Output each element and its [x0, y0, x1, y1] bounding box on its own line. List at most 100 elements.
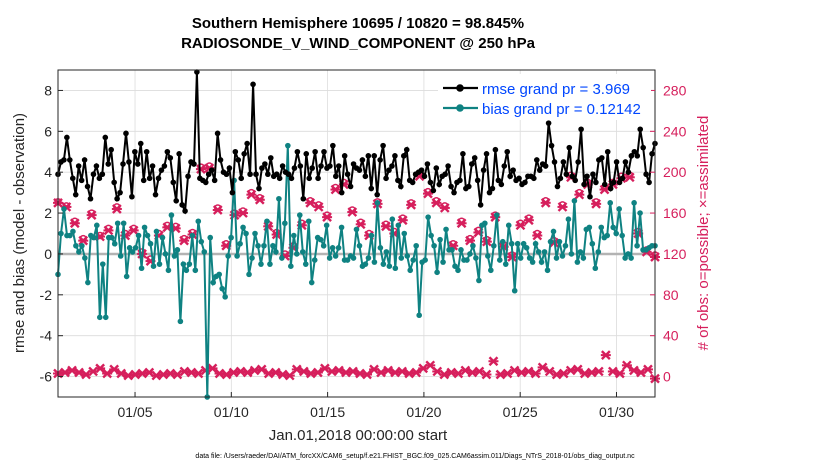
- rmse-point: [613, 159, 620, 165]
- bias-point: [70, 228, 76, 235]
- rmse-point: [560, 159, 567, 165]
- rmse-point: [226, 165, 233, 171]
- bias-point: [111, 240, 118, 247]
- rmse-point: [93, 163, 100, 169]
- bias-point: [240, 224, 246, 231]
- bias-point: [225, 253, 231, 259]
- rmse-point: [256, 185, 262, 192]
- rmse-point: [330, 142, 336, 149]
- bias-point: [94, 222, 100, 229]
- bias-point: [117, 253, 124, 259]
- bias-point: [246, 271, 252, 278]
- rmse-point: [421, 173, 428, 180]
- rmse-point: [587, 193, 593, 200]
- rmse-point: [460, 150, 466, 157]
- x-axis-ticks: 01/05 01/10 01/15 01/20 01/25 01/30: [118, 392, 634, 420]
- bias-point: [144, 232, 151, 239]
- bias-point: [222, 294, 228, 300]
- bias-point: [156, 261, 163, 267]
- bias-point: [389, 216, 396, 222]
- rmse-point: [374, 191, 380, 198]
- bias-point: [276, 195, 282, 202]
- bias-point: [365, 255, 372, 261]
- rmse-point: [81, 157, 88, 163]
- rmse-point: [466, 183, 472, 190]
- bias-point: [467, 251, 473, 257]
- bias-point: [476, 277, 482, 284]
- bias-point: [586, 224, 593, 231]
- rmse-point: [383, 175, 389, 182]
- rmse-point: [619, 175, 626, 182]
- rmse-point: [132, 148, 138, 155]
- bias-point: [183, 267, 190, 274]
- bias-point: [619, 232, 625, 239]
- bias-point: [544, 267, 551, 274]
- rmse-point: [164, 148, 171, 155]
- bias-point: [565, 216, 572, 222]
- bias-point: [356, 242, 363, 249]
- bias-point: [368, 232, 375, 239]
- bias-point: [326, 255, 333, 261]
- data-file-footer: data file: /Users/raeder/DAI/ATM_forcXX/…: [195, 453, 635, 460]
- bias-point: [58, 230, 64, 237]
- bias-point: [252, 230, 258, 237]
- rmse-point: [344, 171, 351, 178]
- plot-frame: [57, 69, 656, 398]
- rmse-point: [424, 161, 431, 167]
- rmse-point: [362, 173, 369, 180]
- bias-point: [553, 255, 560, 261]
- rmse-point: [279, 163, 286, 169]
- rmse-point: [214, 130, 221, 137]
- rmse-point: [315, 175, 321, 182]
- rmse-point: [123, 130, 129, 137]
- bias-point: [386, 263, 393, 270]
- rmse-point: [78, 177, 85, 184]
- rmse-point: [341, 153, 348, 159]
- bias-point: [508, 240, 515, 247]
- rmse-point: [306, 175, 313, 182]
- bias-point: [488, 267, 494, 274]
- bias-point: [634, 242, 640, 249]
- bias-point: [165, 267, 172, 274]
- bias-point: [294, 251, 300, 257]
- bias-point: [67, 232, 73, 239]
- bias-point: [353, 226, 360, 233]
- bias-point: [85, 279, 91, 286]
- rmse-point: [335, 163, 342, 169]
- bias-point: [443, 226, 449, 233]
- rmse-point: [380, 142, 386, 149]
- bias-point: [258, 261, 264, 267]
- rmse-point: [616, 179, 623, 186]
- x-tick-label-3: 01/20: [406, 404, 441, 420]
- bias-point: [192, 267, 199, 274]
- rmse-point: [309, 165, 315, 171]
- bias-point: [350, 255, 357, 261]
- rmse-point: [69, 175, 76, 182]
- legend-bias-marker: [456, 104, 464, 112]
- left-y-tick-label-6: 6: [44, 123, 52, 139]
- left-y-tick-label-5: 4: [44, 164, 52, 180]
- rmse-point: [134, 161, 141, 167]
- bias-point: [511, 287, 518, 294]
- bias-point: [604, 232, 611, 239]
- rmse-point: [235, 157, 242, 163]
- x-tick-label-1: 01/10: [214, 404, 249, 420]
- x-tick-label-5: 01/30: [599, 404, 634, 420]
- bias-point: [147, 240, 154, 247]
- rmse-point: [267, 155, 274, 161]
- rmse-point: [649, 150, 655, 157]
- bias-point: [514, 240, 521, 247]
- rmse-point: [265, 171, 271, 178]
- bias-point: [320, 242, 327, 249]
- rmse-point: [143, 148, 150, 155]
- rmse-point: [217, 157, 224, 163]
- bias-point: [485, 253, 491, 259]
- bias-point: [79, 242, 85, 249]
- rmse-point: [359, 157, 366, 163]
- rmse-point: [368, 185, 375, 192]
- rmse-point: [634, 153, 641, 159]
- bias-point: [61, 206, 67, 212]
- rmse-series: [55, 69, 658, 215]
- bias-point: [598, 224, 605, 231]
- bias-point: [177, 318, 184, 325]
